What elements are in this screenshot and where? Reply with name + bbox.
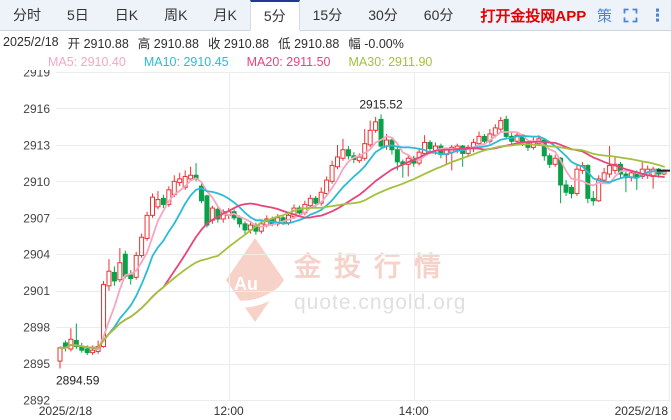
tab-60分[interactable]: 60分 (423, 7, 454, 23)
watermark-url: quote.cngold.org (294, 291, 467, 314)
candles (57, 114, 667, 369)
fullscreen-icon[interactable] (623, 8, 638, 23)
toolbar-right: 策 ⋮ (597, 0, 671, 30)
svg-text:14:00: 14:00 (399, 404, 429, 418)
quote-field-幅: 幅 -0.00% (348, 36, 404, 51)
open-app-link[interactable]: 打开金投网APP (480, 7, 587, 25)
tab-日K[interactable]: 日K (114, 7, 139, 23)
tab-5日[interactable]: 5日 (67, 7, 89, 23)
tab-分时[interactable]: 分时 (13, 7, 41, 23)
tab-月K[interactable]: 月K (213, 7, 237, 23)
svg-text:2919: 2919 (23, 70, 50, 80)
more-options-icon[interactable]: ⋮ (649, 5, 666, 25)
axis-labels: 2919 2916 2913 2910 2907 2904 2901 2898 2895 2892… (23, 70, 668, 418)
ma-values-bar: MA5: 2910.40 MA10: 2910.45 MA20: 2911.50 MA… (0, 53, 671, 71)
watermark-title: 金投行情 (294, 252, 454, 282)
chart-canvas[interactable]: 2919 2916 2913 2910 2907 2904 2901 2898 2895 2892… (0, 70, 671, 418)
svg-text:2904: 2904 (23, 248, 50, 262)
ma-line-ma5 (59, 131, 665, 351)
svg-text:2910: 2910 (23, 175, 50, 189)
period-tabs: 分时 5日 日K 周K 月K 5分 15分 30分 60分 (0, 0, 466, 31)
svg-text:2892: 2892 (23, 394, 50, 408)
ma-line-ma30 (59, 143, 665, 349)
tab-周K[interactable]: 周K (164, 7, 188, 23)
svg-text:2916: 2916 (23, 102, 50, 116)
period-tab-bar: 分时 5日 日K 周K 月K 5分 15分 30分 60分 打开金投网APP 策 ⋮ (0, 0, 671, 31)
svg-text:2901: 2901 (23, 284, 50, 298)
ma-line-ma10 (59, 134, 665, 349)
quote-field-低: 低 2910.88 (278, 36, 340, 51)
svg-text:2913: 2913 (23, 138, 50, 152)
svg-text:2894.59: 2894.59 (56, 374, 100, 388)
quote-fields: 开 2910.88 高 2910.88 收 2910.88 低 2910.88 幅 -0… (68, 33, 404, 52)
svg-text:12:00: 12:00 (214, 404, 244, 418)
tab-5分[interactable]: 5分 (249, 0, 300, 31)
tab-15分[interactable]: 15分 (312, 7, 343, 23)
svg-text:2915.52: 2915.52 (359, 97, 403, 111)
ma-value-ma20: MA20: 2911.50 (246, 55, 331, 69)
tab-30分[interactable]: 30分 (368, 7, 398, 23)
svg-text:2025/2/18: 2025/2/18 (615, 404, 669, 418)
watermark: Au 金投行情 quote.cngold.org (226, 238, 466, 322)
ma-lines (59, 131, 665, 351)
candlestick-chart[interactable]: Au 金投行情 quote.cngold.org 2919 2916 2913 291… (0, 70, 671, 418)
quote-field-高: 高 2910.88 (137, 36, 199, 51)
au-logo-text: Au (234, 274, 258, 294)
svg-text:2895: 2895 (23, 357, 50, 371)
quote-field-开: 开 2910.88 (67, 36, 129, 51)
svg-text:2898: 2898 (23, 321, 50, 335)
ma-value-ma5: MA5: 2910.40 (48, 55, 126, 69)
quote-date: 2025/2/18 (3, 35, 59, 49)
strategy-button[interactable]: 策 (596, 7, 612, 25)
watermark-text: 金投行情 quote.cngold.org (294, 245, 466, 315)
svg-text:2907: 2907 (23, 211, 50, 225)
annotations: 2915.52 2894.59 (56, 97, 670, 388)
quote-field-收: 收 2910.88 (207, 36, 270, 51)
ma-value-ma10: MA10: 2910.45 (143, 55, 229, 69)
ma-value-ma30: MA30: 2911.90 (348, 55, 433, 69)
svg-text:2025/2/18: 2025/2/18 (39, 404, 93, 418)
ohlc-bar: 2025/2/18 开 2910.88 高 2910.88 收 2910.88 低 2… (0, 31, 671, 53)
